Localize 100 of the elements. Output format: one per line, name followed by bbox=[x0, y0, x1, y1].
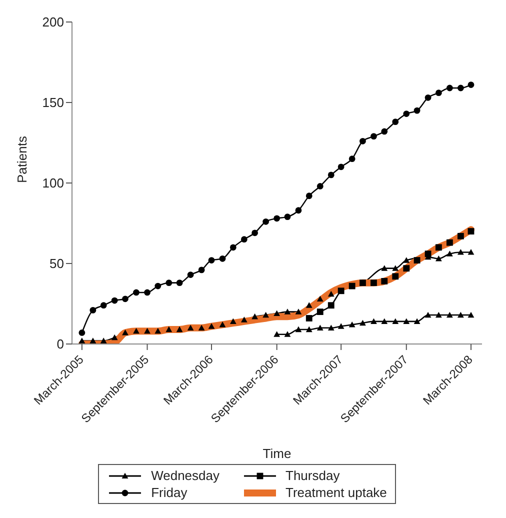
point bbox=[360, 320, 366, 326]
point bbox=[306, 302, 312, 308]
point bbox=[435, 244, 442, 251]
point bbox=[262, 312, 270, 318]
point bbox=[176, 326, 183, 332]
point bbox=[414, 107, 420, 114]
point bbox=[348, 321, 356, 328]
point bbox=[240, 236, 248, 243]
point bbox=[78, 330, 86, 336]
point bbox=[446, 250, 453, 256]
point bbox=[284, 331, 291, 337]
point bbox=[370, 133, 377, 140]
point bbox=[392, 265, 399, 271]
point bbox=[274, 215, 280, 222]
point bbox=[133, 328, 140, 334]
point bbox=[458, 232, 464, 240]
point bbox=[435, 90, 442, 96]
point bbox=[122, 330, 128, 336]
point bbox=[295, 326, 302, 332]
point bbox=[295, 207, 302, 214]
point bbox=[446, 312, 453, 318]
point bbox=[392, 118, 399, 126]
y-tick-label: 100 bbox=[42, 176, 64, 191]
point bbox=[187, 324, 194, 330]
point bbox=[316, 308, 324, 315]
point bbox=[381, 265, 388, 271]
legend-label: Wednesday bbox=[151, 468, 220, 483]
y-tick-label: 150 bbox=[42, 95, 64, 110]
x-axis-title: Time bbox=[262, 446, 292, 461]
point bbox=[458, 312, 464, 318]
point bbox=[219, 255, 226, 262]
point bbox=[144, 328, 150, 334]
point bbox=[262, 218, 270, 225]
point bbox=[176, 280, 183, 286]
point bbox=[122, 296, 128, 302]
point bbox=[154, 282, 162, 290]
point bbox=[306, 315, 312, 322]
point bbox=[403, 110, 410, 117]
point bbox=[403, 265, 410, 272]
point bbox=[78, 338, 86, 344]
point bbox=[424, 250, 432, 258]
point bbox=[90, 338, 96, 344]
point bbox=[111, 334, 118, 340]
point bbox=[252, 313, 258, 320]
point bbox=[219, 321, 226, 328]
y-tick-label: 50 bbox=[50, 256, 64, 272]
point bbox=[403, 318, 410, 324]
legend-label: Treatment uptake bbox=[286, 485, 387, 500]
point bbox=[424, 312, 432, 318]
point bbox=[306, 326, 312, 332]
point bbox=[306, 192, 312, 200]
point bbox=[284, 214, 291, 220]
point bbox=[435, 312, 442, 318]
point bbox=[392, 273, 399, 280]
point bbox=[458, 249, 464, 255]
point bbox=[381, 128, 388, 135]
point bbox=[370, 318, 377, 324]
point bbox=[187, 272, 194, 278]
point bbox=[316, 324, 324, 330]
point bbox=[360, 138, 366, 144]
point bbox=[208, 257, 215, 264]
point bbox=[414, 257, 420, 264]
point bbox=[435, 255, 442, 262]
point bbox=[274, 310, 280, 316]
point bbox=[328, 324, 334, 330]
point bbox=[166, 280, 172, 286]
point bbox=[328, 302, 334, 309]
point bbox=[284, 308, 291, 314]
point bbox=[468, 312, 474, 318]
point bbox=[328, 172, 334, 178]
point bbox=[133, 289, 140, 296]
point bbox=[230, 244, 236, 251]
point bbox=[208, 323, 215, 329]
point bbox=[381, 278, 388, 284]
point bbox=[252, 230, 258, 236]
point bbox=[198, 266, 205, 274]
point bbox=[338, 164, 344, 170]
point bbox=[468, 228, 474, 234]
point bbox=[424, 94, 432, 101]
point bbox=[370, 280, 377, 286]
point bbox=[198, 324, 205, 330]
point bbox=[295, 308, 302, 314]
point bbox=[446, 239, 453, 246]
point bbox=[316, 183, 324, 190]
legend-label: Friday bbox=[151, 485, 188, 500]
point bbox=[328, 290, 334, 297]
point bbox=[111, 297, 118, 304]
point bbox=[240, 316, 248, 322]
point bbox=[154, 328, 162, 334]
point bbox=[392, 318, 399, 324]
legend-label: Thursday bbox=[286, 468, 340, 483]
point bbox=[414, 318, 420, 324]
y-axis-title: Patients bbox=[14, 136, 30, 183]
point bbox=[90, 306, 96, 314]
point bbox=[403, 257, 410, 263]
point bbox=[381, 318, 388, 324]
point bbox=[446, 84, 453, 92]
y-tick-label: 200 bbox=[42, 14, 64, 30]
point bbox=[316, 296, 324, 302]
point bbox=[166, 326, 172, 332]
